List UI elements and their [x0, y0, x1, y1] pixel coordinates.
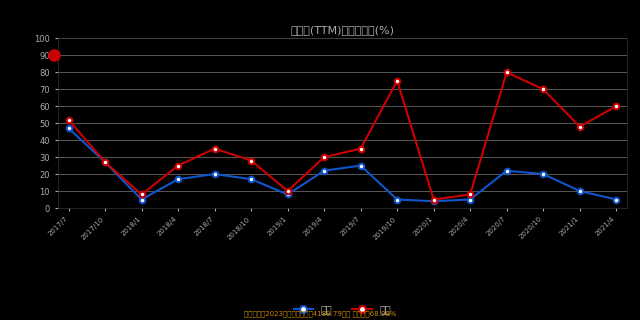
Title: 市盈率(TTM)最高与最低(%): 市盈率(TTM)最高与最低(%) [291, 25, 394, 35]
Legend: 社均, 行业: 社均, 行业 [290, 301, 395, 318]
Text: 韶能股份：2023年上半年净利润4189.79万元 同比下降68.98%: 韶能股份：2023年上半年净利润4189.79万元 同比下降68.98% [244, 310, 396, 317]
